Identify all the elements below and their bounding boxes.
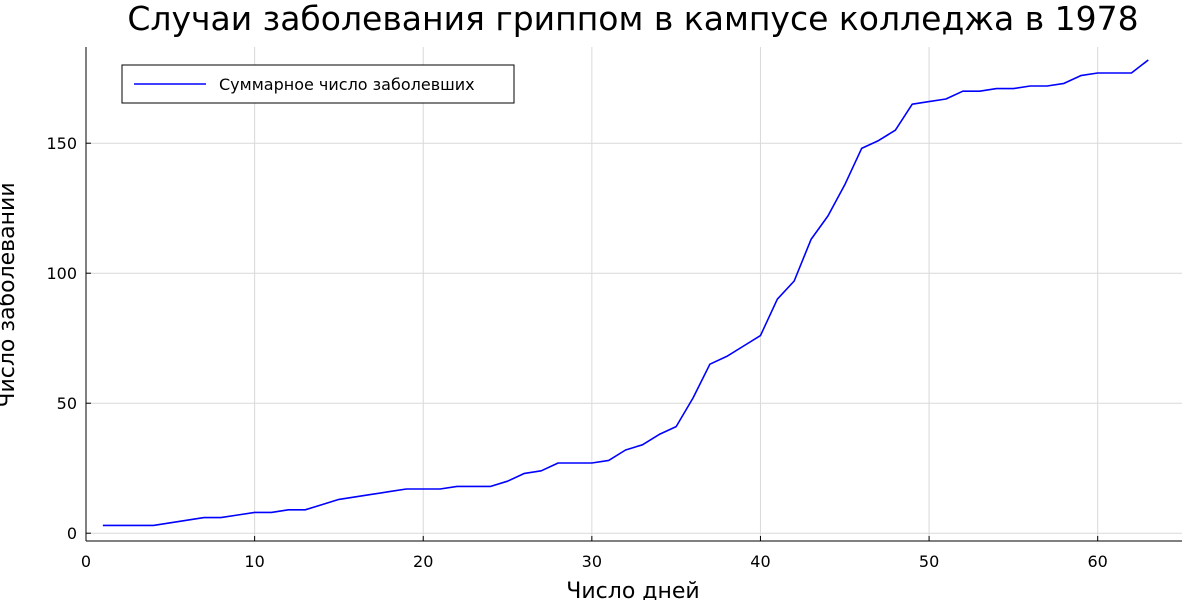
series-line [102,59,1149,527]
tick-labels: 0 10 20 30 40 50 60 0 50 100 150 [46,134,1107,571]
legend-box [121,64,515,104]
x-tick-label: 0 [81,552,91,571]
y-tick-label: 0 [67,524,77,543]
y-tick-label: 50 [57,394,77,413]
legend: Суммарное число заболевших [121,64,515,104]
series-lines [102,59,1149,527]
grid-lines [85,47,1182,541]
x-tick-label: 60 [1088,552,1108,571]
x-tick-label: 40 [750,552,770,571]
x-axis-label: Число дней [566,579,699,600]
y-axis-label: Число заболевании [0,182,20,407]
x-tick-label: 10 [244,552,264,571]
x-tick-label: 50 [919,552,939,571]
axes [85,47,1182,542]
y-tick-label: 100 [46,264,77,283]
x-tick-label: 20 [413,552,433,571]
x-tick-label: 30 [582,552,602,571]
legend-entry: Суммарное число заболевших [219,75,475,94]
y-tick-label: 150 [46,134,77,153]
chart-title: Случаи заболевания гриппом в кампусе кол… [127,0,1138,38]
